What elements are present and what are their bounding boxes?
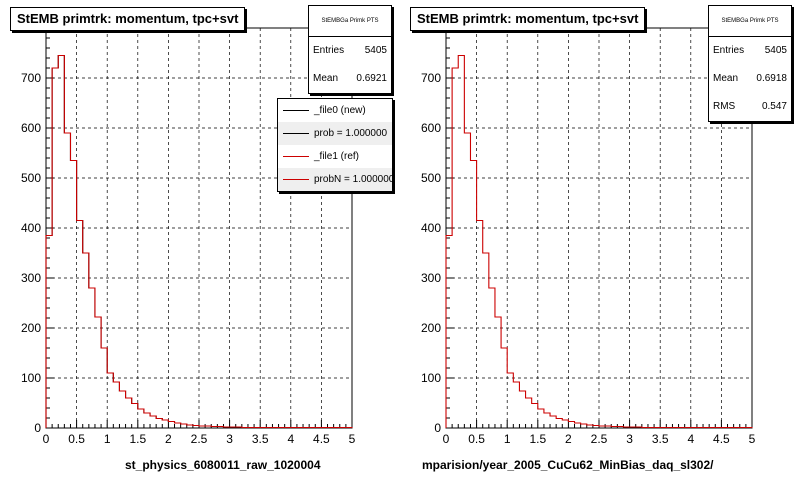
- right-stats-header: StEMBGa Primk PTS: [709, 6, 791, 37]
- y-tick-label: 300: [421, 271, 441, 285]
- x-tick-label: 0.5: [468, 432, 485, 446]
- left-panel: 0 0.5 1 1.5 2 2.5 3 3.5 4 4.5 5 0 100 200 300 400 500 600…: [10, 5, 393, 472]
- y-tick-label: 0: [434, 421, 441, 435]
- left-plot: 0 0.5 1 1.5 2 2.5 3 3.5 4 4.5 5 0 100 200 300 400 500 600…: [21, 27, 356, 446]
- right-mean-label: Mean: [713, 73, 739, 84]
- x-tick-label: 2: [565, 432, 572, 446]
- legend-swatch-new: [283, 110, 309, 111]
- right-stats-mean: Mean 0.6918: [709, 65, 791, 93]
- legend-row-new: _file0 (new): [278, 99, 392, 122]
- legend-label-new: _file0 (new): [314, 105, 366, 116]
- x-tick-label: 0: [43, 432, 50, 446]
- right-panel: 0 0.5 1 1.5 2 2.5 3 3.5 4 4.5 5 0 100 200 300 400 500 600…: [400, 0, 800, 480]
- right-x-label: mparision/year_2005_CuCu62_MinBias_daq_s…: [422, 458, 714, 472]
- x-tick-label: 5: [349, 432, 356, 446]
- right-title: StEMB primtrk: momentum, tpc+svt: [410, 7, 646, 31]
- x-tick-label: 0: [443, 432, 450, 446]
- legend-label-ref: _file1 (ref): [314, 151, 360, 162]
- left-entries-label: Entries: [313, 45, 345, 56]
- left-x-label: st_physics_6080011_raw_1020004: [125, 458, 321, 472]
- y-tick-label: 200: [421, 321, 441, 335]
- legend-row-probn: probN = 1.000000: [278, 168, 392, 191]
- x-tick-label: 4: [687, 432, 694, 446]
- x-tick-label: 2.5: [591, 432, 608, 446]
- left-stats-header: StEMBGa Primk PTS: [309, 6, 391, 37]
- y-tick-label: 600: [21, 121, 41, 135]
- right-entries-label: Entries: [713, 45, 745, 56]
- left-stats-entries: Entries 5405: [309, 37, 391, 65]
- right-entries-value: 5405: [764, 45, 787, 56]
- x-tick-label: 2: [165, 432, 172, 446]
- right-stats-entries: Entries 5405: [709, 37, 791, 65]
- y-tick-label: 400: [421, 221, 441, 235]
- y-tick-label: 200: [21, 321, 41, 335]
- x-tick-label: 4: [287, 432, 294, 446]
- x-tick-label: 1.5: [129, 432, 146, 446]
- histogram-series-0: [445, 54, 753, 429]
- x-tick-label: 1: [504, 432, 511, 446]
- y-tick-label: 500: [421, 171, 441, 185]
- legend-row-ref: _file1 (ref): [278, 145, 392, 168]
- y-tick-label: 600: [421, 121, 441, 135]
- right-rms-value: 0.547: [761, 101, 787, 112]
- y-tick-label: 100: [21, 371, 41, 385]
- left-stats-box: StEMBGa Primk PTS Entries 5405 Mean 0.69…: [308, 5, 392, 94]
- x-tick-label: 0.5: [68, 432, 85, 446]
- left-title: StEMB primtrk: momentum, tpc+svt: [10, 7, 246, 31]
- right-stats-rms: RMS 0.547: [709, 93, 791, 121]
- x-tick-label: 3: [226, 432, 233, 446]
- y-tick-label: 400: [21, 221, 41, 235]
- legend-swatch-ref: [283, 156, 309, 157]
- legend-swatch-probn: [283, 179, 309, 180]
- y-tick-label: 700: [421, 71, 441, 85]
- right-rms-label: RMS: [713, 101, 736, 112]
- legend-row-prob: prob = 1.000000: [278, 122, 392, 145]
- left-mean-value: 0.6921: [356, 73, 387, 84]
- right-mean-value: 0.6918: [756, 73, 787, 84]
- x-tick-label: 3: [626, 432, 633, 446]
- left-legend: _file0 (new) prob = 1.000000 _file1 (ref…: [277, 98, 393, 192]
- legend-swatch-prob: [283, 133, 309, 134]
- x-tick-label: 4.5: [713, 432, 730, 446]
- right-stats-box: StEMBGa Primk PTS Entries 5405 Mean 0.69…: [708, 5, 792, 122]
- histogram-series-1: [45, 54, 353, 429]
- x-tick-label: 4.5: [313, 432, 330, 446]
- y-tick-label: 0: [34, 421, 41, 435]
- x-tick-label: 2.5: [191, 432, 208, 446]
- x-tick-label: 1: [104, 432, 111, 446]
- x-tick-label: 3.5: [652, 432, 669, 446]
- x-tick-label: 1.5: [529, 432, 546, 446]
- y-tick-label: 700: [21, 71, 41, 85]
- y-tick-label: 500: [21, 171, 41, 185]
- legend-label-probn: probN = 1.000000: [314, 174, 393, 185]
- y-tick-label: 300: [21, 271, 41, 285]
- legend-label-prob: prob = 1.000000: [314, 128, 388, 139]
- left-mean-label: Mean: [313, 73, 339, 84]
- left-entries-value: 5405: [364, 45, 387, 56]
- y-tick-label: 100: [421, 371, 441, 385]
- x-tick-label: 5: [749, 432, 756, 446]
- left-stats-mean: Mean 0.6921: [309, 65, 391, 93]
- x-tick-label: 3.5: [252, 432, 269, 446]
